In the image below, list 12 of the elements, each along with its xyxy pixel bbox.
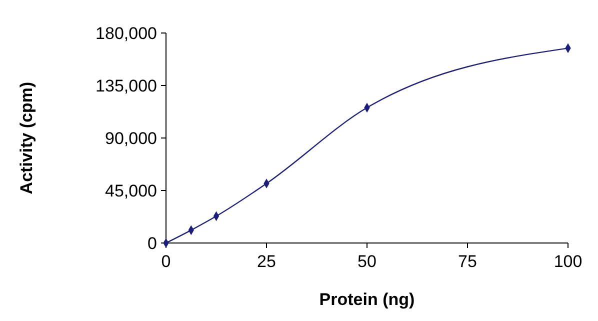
- y-axis-title: Activity (cpm): [17, 82, 36, 194]
- x-tick-label: 75: [458, 252, 477, 271]
- x-tick-label: 100: [554, 252, 582, 271]
- x-axis-title: Protein (ng): [319, 290, 415, 309]
- x-tick-label: 0: [161, 252, 171, 271]
- x-tick-label: 25: [257, 252, 276, 271]
- y-tick-label: 90,000: [105, 128, 157, 148]
- x-tick-label: 50: [358, 252, 376, 271]
- y-tick-label: 45,000: [105, 181, 157, 200]
- y-tick-label: 0: [148, 234, 157, 253]
- y-tick-label: 135,000: [96, 76, 157, 96]
- y-tick-label: 180,000: [96, 24, 157, 43]
